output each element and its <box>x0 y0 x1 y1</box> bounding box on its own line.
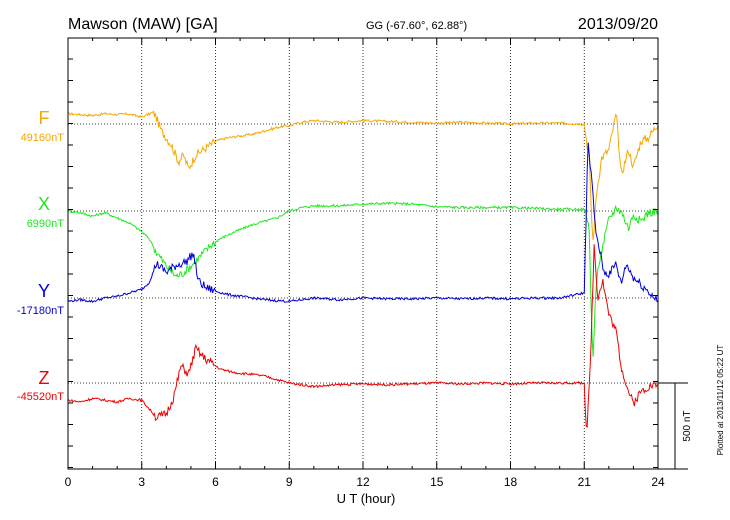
x-tick-label: 18 <box>504 475 518 489</box>
series-baseline-z: -45520nT <box>17 391 64 403</box>
series-baseline-f: 49160nT <box>21 132 65 144</box>
series-name-f: F <box>39 108 50 128</box>
x-axis-title: U T (hour) <box>337 491 396 506</box>
x-tick-label: 9 <box>286 475 293 489</box>
series-baseline-y: -17180nT <box>17 305 64 317</box>
x-tick-label: 0 <box>65 475 72 489</box>
series-line-f <box>68 110 659 241</box>
series-line-x <box>67 201 659 357</box>
x-tick-label: 12 <box>356 475 370 489</box>
x-tick-label: 3 <box>138 475 145 489</box>
station-title: Mawson (MAW) [GA] <box>68 16 218 33</box>
series-lines <box>67 110 659 428</box>
series-line-y <box>67 142 659 303</box>
grid <box>141 38 585 469</box>
baselines <box>68 123 658 384</box>
series-name-y: Y <box>38 281 50 301</box>
x-axis-ticks <box>67 38 659 469</box>
series-name-x: X <box>38 194 50 214</box>
coordinates-label: GG (-67.60°, 62.88°) <box>366 20 467 32</box>
plotted-at-label: Plotted at 2013/11/12 05:22 UT <box>716 345 725 456</box>
series-labels: F 49160nT X 6990nT Y -17180nT Z -45520nT <box>17 108 64 403</box>
series-line-z <box>68 244 659 428</box>
series-baseline-x: 6990nT <box>27 218 65 230</box>
date-label: 2013/09/20 <box>578 16 658 33</box>
x-tick-label: 15 <box>430 475 444 489</box>
x-tick-label: 21 <box>578 475 592 489</box>
scale-bar-label: 500 nT <box>682 410 693 441</box>
scale-bar: 500 nT <box>658 382 693 470</box>
x-tick-label: 6 <box>212 475 219 489</box>
x-axis-tick-labels: 0 3 6 9 12 15 18 21 24 <box>65 475 665 489</box>
series-name-z: Z <box>39 368 50 388</box>
x-tick-label: 24 <box>651 475 665 489</box>
